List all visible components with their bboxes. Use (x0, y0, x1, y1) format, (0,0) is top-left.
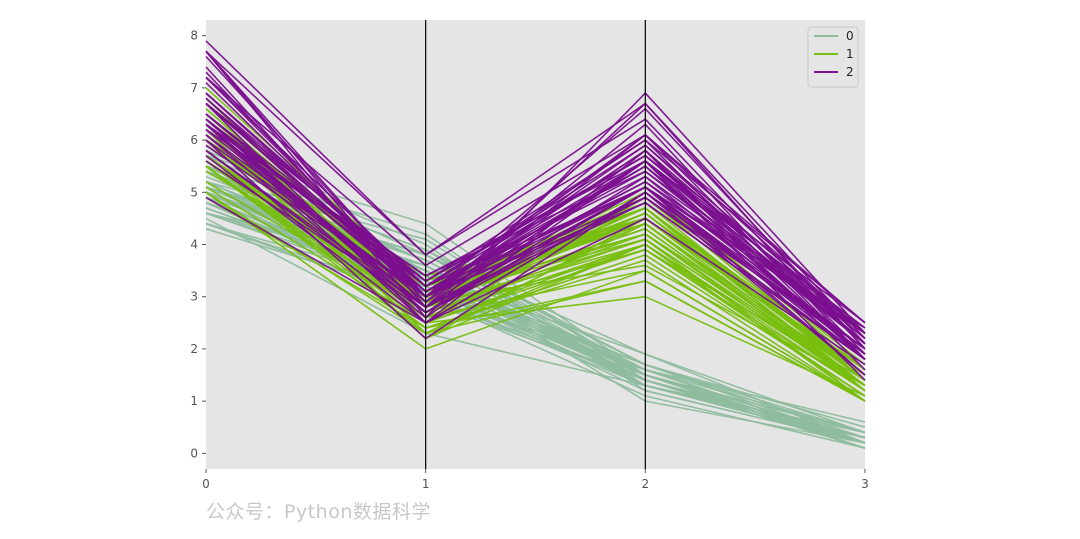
y-tick-label-0: 0 (190, 446, 198, 460)
y-tick-label-4: 4 (190, 238, 198, 252)
legend-label-2: 2 (846, 65, 854, 79)
legend: 0 1 2 (807, 26, 859, 88)
y-tick-label-8: 8 (190, 29, 198, 43)
series-2-line-9 (205, 76, 866, 324)
series-2-line-22 (205, 50, 866, 350)
series-2-line-42 (205, 149, 866, 355)
y-tick-label-7: 7 (190, 81, 198, 95)
series-2-line-40 (205, 102, 866, 329)
legend-label-1: 1 (846, 47, 854, 61)
x-tick-label-2: 2 (642, 477, 650, 491)
y-tick-label-3: 3 (190, 290, 198, 304)
y-axis-ticks: 0 1 2 3 4 5 6 7 8 (190, 29, 206, 460)
x-tick-label-0: 0 (202, 477, 210, 491)
y-tick-label-2: 2 (190, 342, 198, 356)
series-1-line-43 (205, 191, 866, 402)
vertical-axis-lines (425, 20, 646, 469)
series-2-line-19 (205, 139, 866, 376)
series-2-line-48 (205, 128, 866, 334)
series-1-line-39 (205, 165, 866, 387)
series-2-line-32 (205, 118, 866, 340)
series-2-line-47 (205, 113, 866, 350)
x-tick-label-1: 1 (422, 477, 430, 491)
series-2-line-6 (205, 196, 866, 366)
legend-label-0: 0 (846, 29, 854, 43)
series-lines (205, 40, 866, 449)
y-tick-label-1: 1 (190, 394, 198, 408)
y-tick-label-5: 5 (190, 185, 198, 199)
series-2-line-44 (205, 102, 866, 324)
y-tick-label-6: 6 (190, 133, 198, 147)
series-2-line-49 (205, 144, 866, 361)
x-tick-label-3: 3 (861, 477, 869, 491)
series-1-line-31 (205, 165, 866, 402)
series-1-line-48 (205, 186, 866, 397)
series-2-line-17 (205, 50, 866, 340)
watermark-text: 公众号：Python数据科学 (206, 501, 431, 523)
x-axis-ticks: 0 1 2 3 (202, 469, 869, 491)
